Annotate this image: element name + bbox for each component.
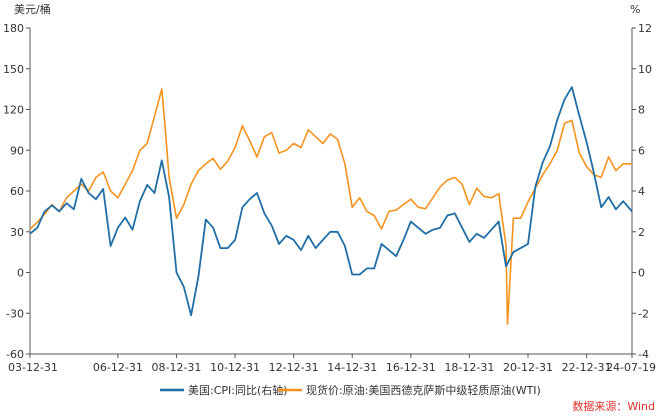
left-tick-label: -60 bbox=[6, 348, 24, 361]
x-tick-label: 03-12-31 bbox=[8, 361, 58, 374]
wti-price-line bbox=[29, 88, 632, 325]
right-axis-unit: % bbox=[630, 3, 640, 16]
right-tick-label: 4 bbox=[638, 185, 645, 198]
right-tick-label: 10 bbox=[638, 63, 652, 76]
right-tick-label: 6 bbox=[638, 144, 645, 157]
right-tick-label: 2 bbox=[638, 226, 645, 239]
legend: 美国:CPI:同比(右轴) 现货价:原油:美国西德克萨斯中级轻质原油(WTI) bbox=[160, 383, 541, 397]
right-tick-label: -4 bbox=[638, 348, 649, 361]
right-tick-label: 8 bbox=[638, 104, 645, 117]
left-axis-unit: 美元/桶 bbox=[14, 2, 51, 16]
left-tick-label: 150 bbox=[3, 63, 24, 76]
left-tick-label: 180 bbox=[3, 22, 24, 35]
legend-label-wti: 现货价:原油:美国西德克萨斯中级轻质原油(WTI) bbox=[306, 383, 541, 397]
left-tick-label: -30 bbox=[6, 307, 24, 320]
x-tick-label: 10-12-31 bbox=[210, 361, 260, 374]
legend-label-cpi: 美国:CPI:同比(右轴) bbox=[188, 383, 288, 397]
right-tick-label: -2 bbox=[638, 307, 649, 320]
left-tick-label: 120 bbox=[3, 104, 24, 117]
x-tick-label: 22-12-31 bbox=[562, 361, 612, 374]
cpi-yoy-line bbox=[29, 86, 633, 317]
x-tick-label: 08-12-31 bbox=[152, 361, 202, 374]
x-tick-label: 16-12-31 bbox=[386, 361, 436, 374]
right-tick-label: 0 bbox=[638, 267, 645, 280]
left-tick-label: 90 bbox=[10, 144, 24, 157]
x-axis-ticks: 03-12-31 06-12-31 08-12-31 10-12-31 12-12-31… bbox=[8, 354, 656, 374]
left-axis-ticks: 180 150 120 90 60 30 0 -30 -60 bbox=[3, 22, 30, 361]
left-tick-label: 30 bbox=[10, 226, 24, 239]
right-axis-ticks: 12 10 8 6 4 2 0 -2 -4 bbox=[632, 22, 652, 361]
source-note: 数据来源：Wind bbox=[572, 399, 655, 413]
left-tick-label: 60 bbox=[10, 185, 24, 198]
x-tick-label: 06-12-31 bbox=[93, 361, 143, 374]
x-tick-label: 20-12-31 bbox=[503, 361, 553, 374]
x-tick-label: 12-12-31 bbox=[269, 361, 319, 374]
left-tick-label: 0 bbox=[17, 267, 24, 280]
x-tick-label: 24-07-19 bbox=[606, 361, 656, 374]
x-tick-label: 18-12-31 bbox=[444, 361, 494, 374]
x-tick-label: 14-12-31 bbox=[327, 361, 377, 374]
right-tick-label: 12 bbox=[638, 22, 652, 35]
